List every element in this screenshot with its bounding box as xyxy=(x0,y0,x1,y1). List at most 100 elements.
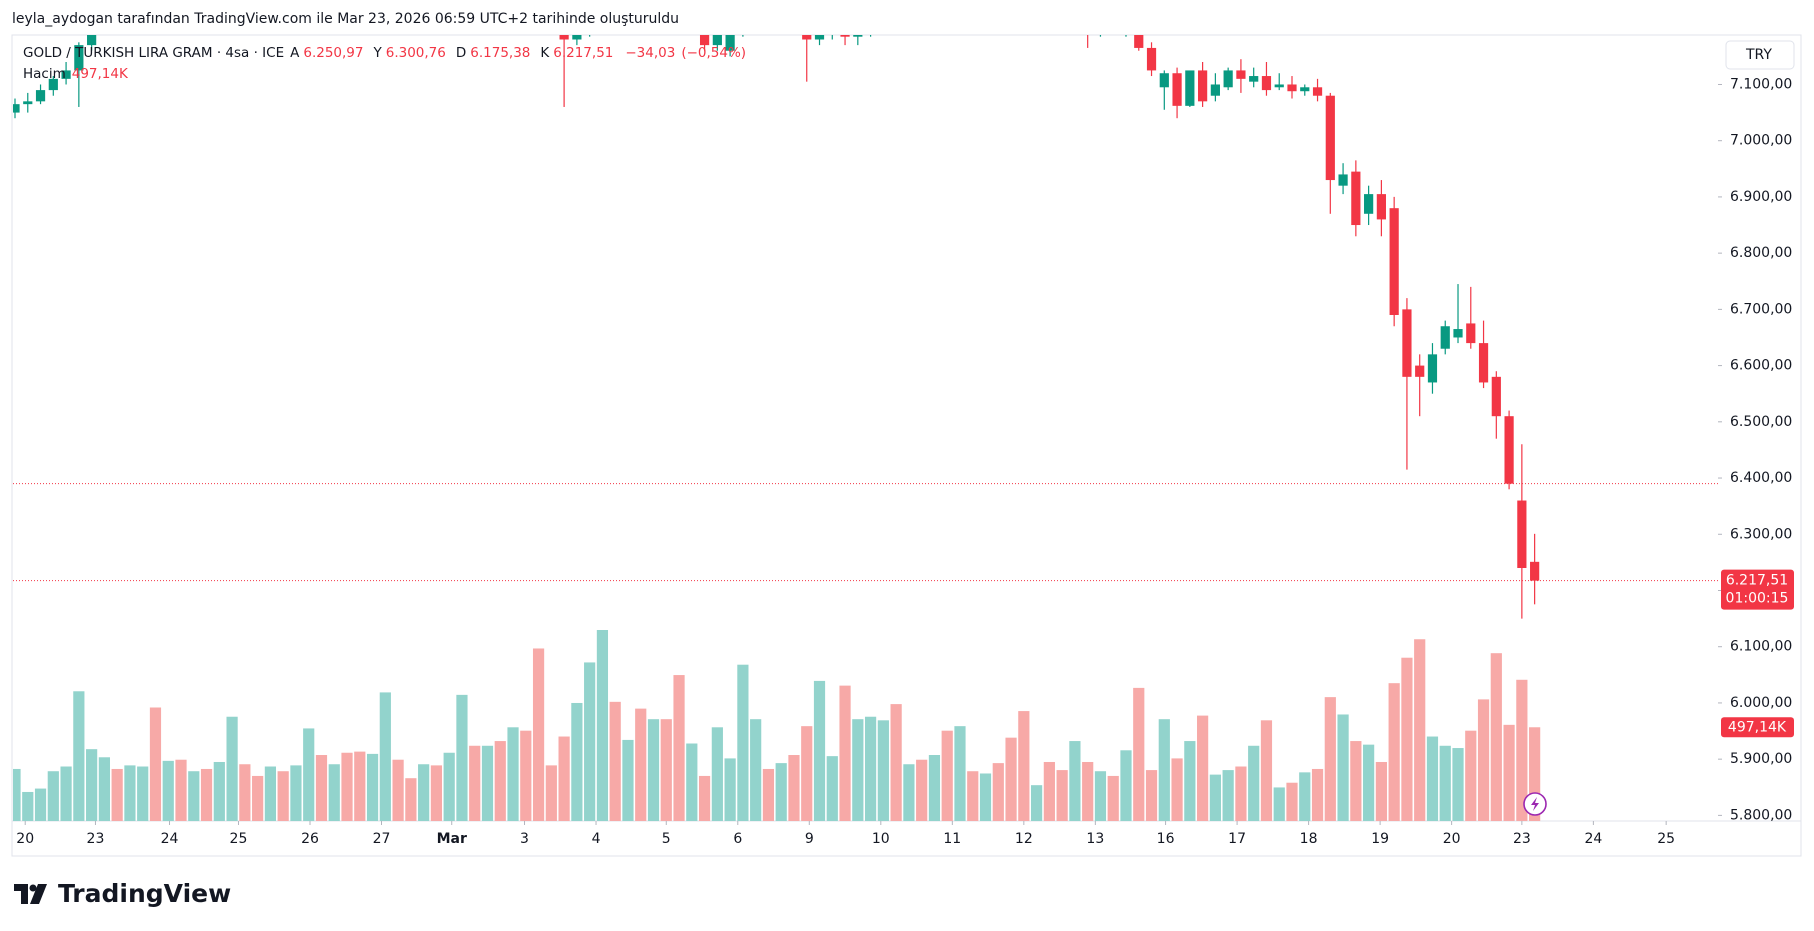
volume-bar xyxy=(1248,745,1260,821)
volume-bar xyxy=(916,759,928,821)
y-tick-label: 6.500,00 xyxy=(1730,414,1792,430)
volume-bar xyxy=(366,753,379,821)
volume-bar xyxy=(1477,699,1490,821)
candle-body xyxy=(1338,174,1348,186)
volume-bar xyxy=(264,766,276,821)
volume-bar xyxy=(852,719,864,821)
last-volume-tag xyxy=(1721,717,1794,738)
live-icon-bolt xyxy=(1531,797,1539,811)
candle-body xyxy=(1287,84,1297,92)
candle-body xyxy=(559,35,569,40)
candle-body xyxy=(164,0,173,6)
candle-body xyxy=(151,0,160,6)
x-tick-label: 5 xyxy=(662,831,671,847)
x-tick-label: 18 xyxy=(1300,831,1318,847)
volume-bar xyxy=(571,702,583,821)
volume-bar xyxy=(111,768,123,821)
logo: TradingView xyxy=(14,879,231,908)
volume-bar xyxy=(22,791,34,821)
volume-bar xyxy=(1094,771,1107,821)
volume-bar xyxy=(252,775,264,821)
volume-header: Hacim 497,14K xyxy=(23,66,128,82)
x-tick-label: 24 xyxy=(161,831,179,847)
volume-bar xyxy=(469,745,481,821)
candle-body xyxy=(1402,309,1412,377)
volume-bar xyxy=(1260,720,1273,821)
candle-body xyxy=(1440,326,1450,349)
volume-bar xyxy=(584,662,596,821)
volume-bar xyxy=(737,664,749,821)
volume-bar xyxy=(277,771,289,821)
volume-bar xyxy=(673,675,685,821)
candle-body xyxy=(48,78,58,91)
volume-bar xyxy=(226,716,238,821)
volume-value: 497,14K xyxy=(71,66,128,82)
candle-body xyxy=(738,11,747,31)
volume-bar xyxy=(328,764,340,821)
chart-frame xyxy=(11,34,1802,857)
volume-bar xyxy=(1439,745,1451,821)
ohlc-key: D xyxy=(455,45,467,61)
volume-bar xyxy=(801,726,813,821)
volume-bar xyxy=(1069,741,1081,821)
legend-header: GOLD / TURKISH LIRA GRAM · 4sa · ICE A 6.… xyxy=(23,45,746,61)
volume-bar xyxy=(941,730,953,821)
candle-body xyxy=(649,0,658,6)
volume-bar xyxy=(1171,758,1183,821)
volume-bar xyxy=(379,692,391,821)
candle-body xyxy=(1083,14,1092,22)
volume-bar xyxy=(903,764,915,821)
candle-body xyxy=(125,0,134,11)
candle-body xyxy=(1312,87,1323,96)
volume-bar xyxy=(762,768,775,821)
volume-bar xyxy=(1375,761,1387,821)
volume-bar xyxy=(149,707,162,821)
candle-body xyxy=(1504,416,1514,484)
volume-bar xyxy=(354,751,366,821)
x-tick-label: 10 xyxy=(872,831,890,847)
candle-body xyxy=(1134,35,1144,48)
candle-body xyxy=(1185,70,1195,106)
ohlc-value: 6.217,51 xyxy=(553,45,614,61)
candle-body xyxy=(1478,343,1489,383)
volume-bar xyxy=(1529,727,1541,821)
volume-bar xyxy=(1082,761,1094,821)
candle-body xyxy=(1045,3,1054,11)
volume-bar xyxy=(188,771,200,821)
volume-bar xyxy=(890,704,902,821)
volume-bar xyxy=(788,755,800,821)
volume-bar xyxy=(1490,653,1502,821)
candle-body xyxy=(1249,76,1259,82)
y-tick-label: 6.300,00 xyxy=(1730,526,1792,542)
x-tick-label: 23 xyxy=(87,831,105,847)
candle-body xyxy=(1530,561,1540,581)
candle-body xyxy=(1159,73,1169,88)
ohlc-key: K xyxy=(540,45,550,61)
credit-line: leyla_aydogan tarafından TradingView.com… xyxy=(12,11,680,27)
candle-body xyxy=(1109,17,1118,28)
volume-bar xyxy=(750,719,762,821)
candle-body xyxy=(1491,376,1501,417)
volume-bar xyxy=(1197,715,1209,821)
candle-body xyxy=(572,35,582,40)
volume-bar xyxy=(813,680,826,821)
candle-body xyxy=(1274,84,1284,88)
volume-bar xyxy=(239,764,251,821)
candle-body xyxy=(1210,84,1220,96)
volume-bar xyxy=(13,768,21,821)
volume-bar xyxy=(1414,639,1426,821)
x-tick-label: 24 xyxy=(1584,831,1602,847)
volume-bar xyxy=(315,755,328,821)
candle-body xyxy=(1198,70,1208,102)
candle-body xyxy=(866,11,875,33)
volume-bar xyxy=(954,726,966,821)
volume-bar xyxy=(86,749,98,821)
y-tick-label: 6.800,00 xyxy=(1730,245,1792,261)
volume-bar xyxy=(1299,772,1311,821)
candle-body xyxy=(61,70,71,79)
x-tick-label: 25 xyxy=(230,831,248,847)
currency-button[interactable] xyxy=(1725,40,1795,70)
volume-bar xyxy=(609,701,621,821)
volume-bar xyxy=(1235,766,1247,821)
